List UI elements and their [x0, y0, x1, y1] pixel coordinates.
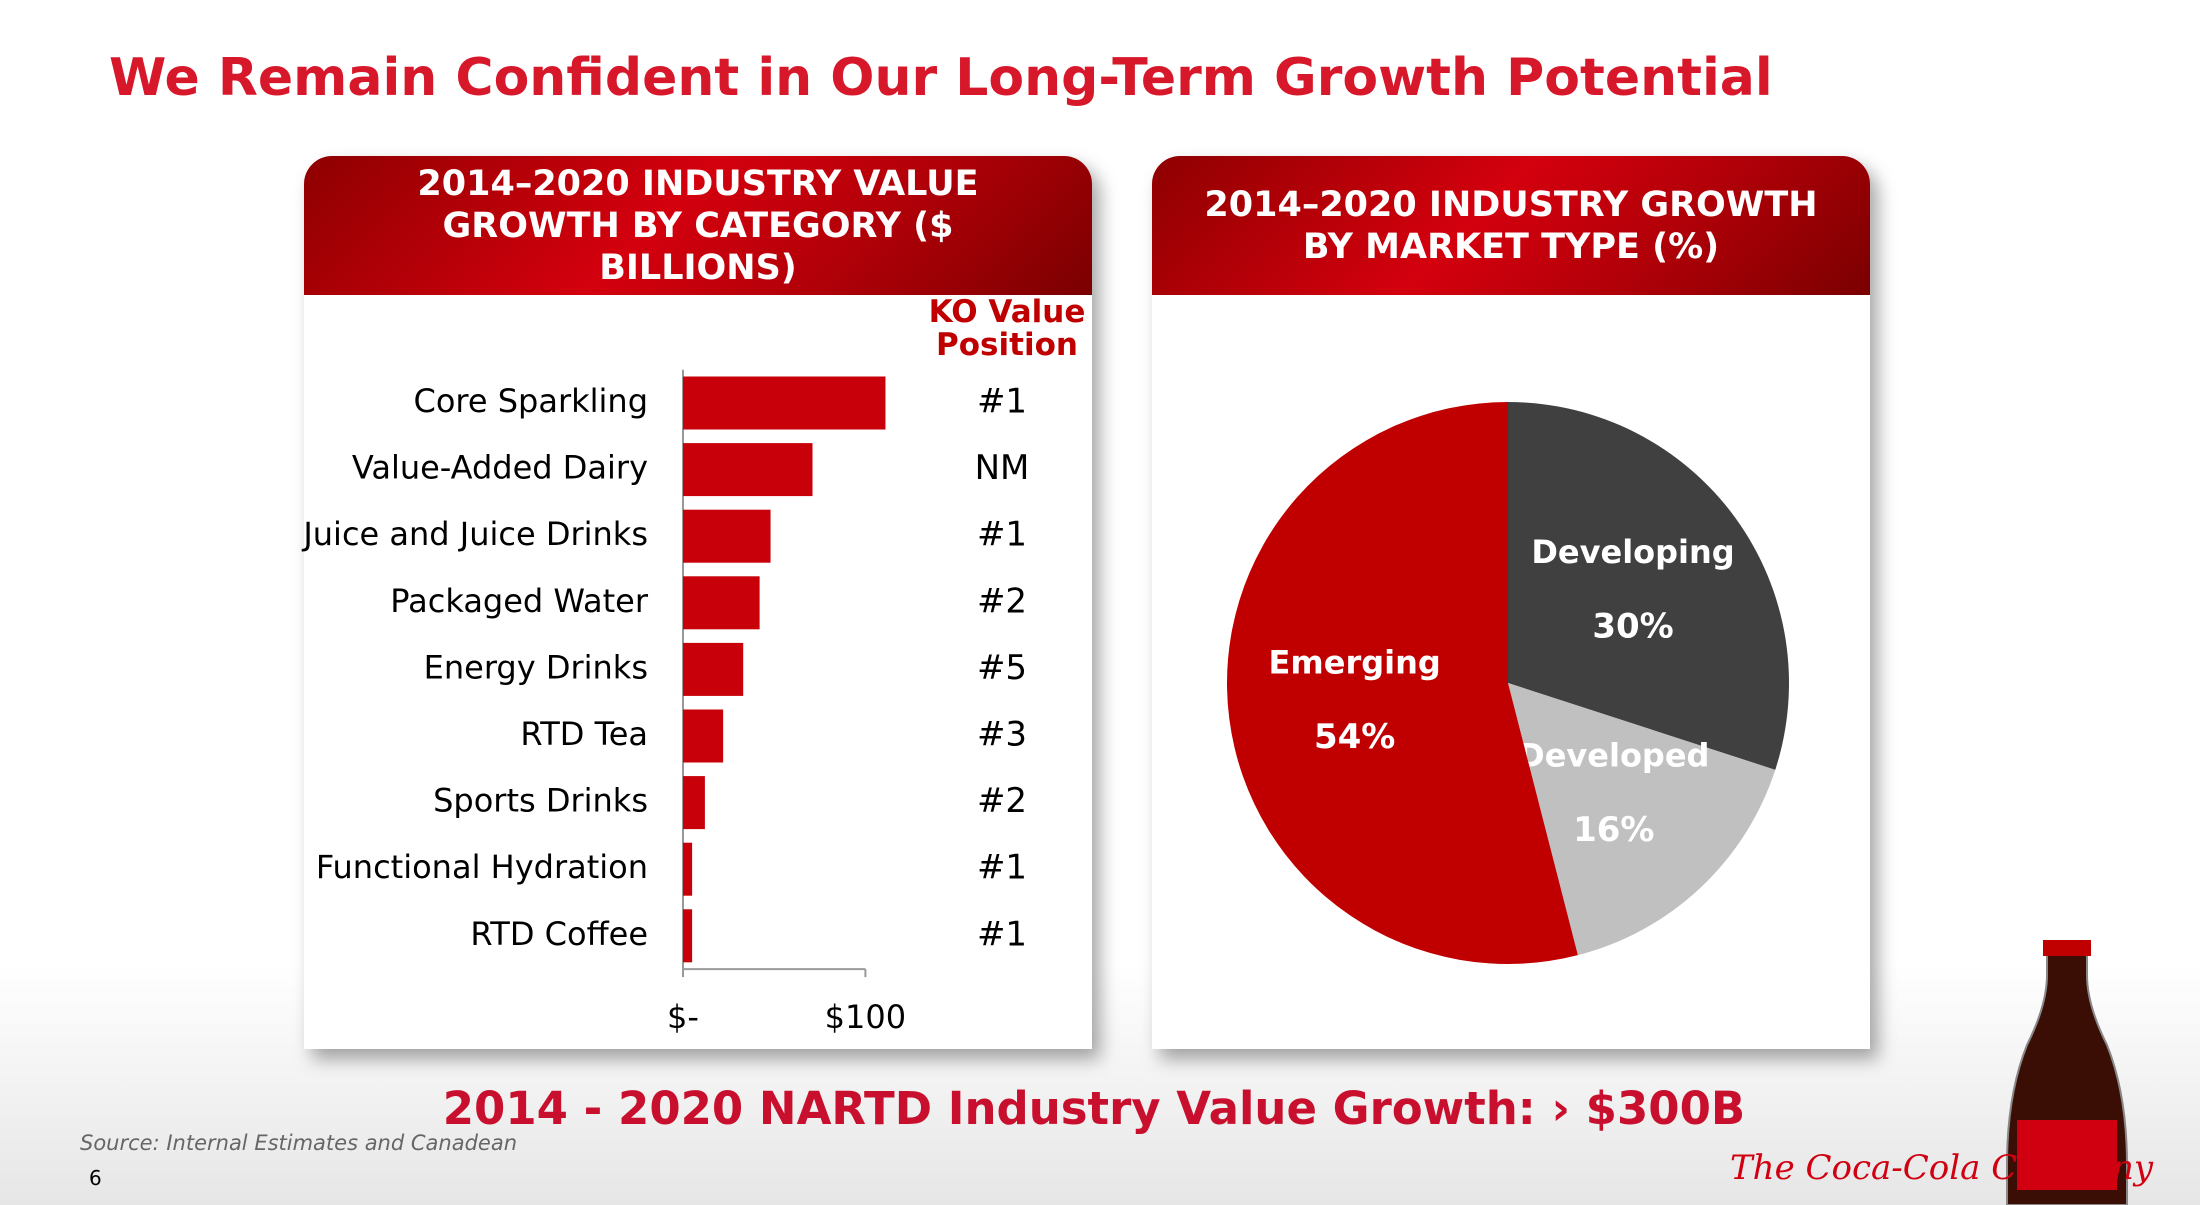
pie-header: 2014–2020 INDUSTRY GROWTH BY MARKET TYPE… [1152, 156, 1870, 295]
category-label: Functional Hydration [316, 848, 648, 886]
page-number: 6 [89, 1166, 102, 1190]
category-label: Value-Added Dairy [352, 449, 648, 487]
slice-value: 54% [1314, 717, 1395, 757]
category-label: RTD Coffee [470, 915, 648, 953]
bar-header: 2014–2020 INDUSTRY VALUE GROWTH BY CATEG… [304, 156, 1092, 295]
category-label: Packaged Water [390, 582, 649, 620]
bar [683, 909, 693, 963]
bar [683, 642, 744, 696]
pie-slice [1508, 402, 1789, 770]
x-tick-label: $- [667, 998, 699, 1036]
bar [683, 376, 886, 430]
slide-title: We Remain Confident in Our Long-Term Gro… [109, 48, 1773, 108]
position-label: #3 [977, 715, 1027, 755]
slice-name: Emerging [1269, 643, 1441, 681]
position-label: #1 [977, 848, 1027, 888]
category-label: Sports Drinks [433, 782, 648, 820]
headline: 2014 - 2020 NARTD Industry Value Growth:… [442, 1082, 1746, 1135]
logo: The Coca-Cola Company [1730, 1148, 2154, 1188]
bar [683, 842, 693, 896]
position-label: #2 [977, 781, 1027, 821]
position-label: #5 [977, 648, 1027, 688]
position-label: #1 [977, 382, 1027, 422]
position-label: #1 [977, 914, 1027, 954]
slice-value: 16% [1573, 810, 1654, 850]
category-label: Core Sparkling [413, 382, 648, 420]
category-label: Juice and Juice Drinks [301, 515, 648, 553]
bar [683, 443, 813, 497]
bar [683, 709, 724, 763]
x-tick-label: $100 [825, 998, 906, 1036]
slice-name: Developing [1531, 533, 1734, 571]
bar [683, 776, 705, 830]
position-label: #1 [977, 515, 1027, 555]
position-label: #2 [977, 581, 1027, 621]
position-label: NM [975, 448, 1030, 488]
category-label: RTD Tea [520, 715, 648, 753]
column-title: KO Value Position [928, 294, 1086, 363]
pie-slice [1226, 402, 1578, 964]
pie-title: 2014–2020 INDUSTRY GROWTH BY MARKET TYPE… [1204, 184, 1818, 267]
bottle [2006, 940, 2128, 1205]
slice-name: Developed [1518, 737, 1709, 775]
pie-slice [1508, 683, 1776, 956]
bar-title: 2014–2020 INDUSTRY VALUE GROWTH BY CATEG… [417, 163, 979, 288]
source-note: Source: Internal Estimates and Canadean [80, 1131, 518, 1155]
bar [683, 509, 771, 563]
category-label: Energy Drinks [424, 648, 648, 686]
slice-value: 30% [1592, 607, 1673, 647]
bar [683, 576, 760, 630]
